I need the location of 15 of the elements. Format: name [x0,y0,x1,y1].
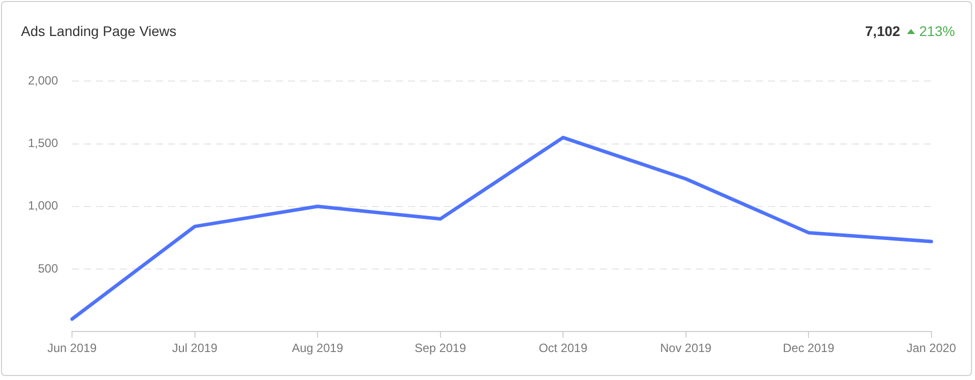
x-tick-label: Dec 2019 [782,341,835,356]
text: 213% [919,23,955,39]
y-tick-label: 1,000 [28,198,58,213]
x-tick-label: Jul 2019 [172,341,218,356]
y-tick-label: 1,500 [28,136,58,150]
y-tick-label: 500 [38,261,58,276]
x-tick-label: Oct 2019 [538,341,588,356]
x-tick-label: Nov 2019 [660,341,712,356]
text: 7,102 [865,23,900,39]
x-tick-label: Jan 2020 [906,341,956,356]
x-tick-label: Aug 2019 [292,341,344,356]
chart-title: Ads Landing Page Views [21,23,176,39]
x-tick-label: Sep 2019 [414,341,466,356]
y-tick-label: 2,000 [28,74,58,88]
x-tick-label: Jun 2019 [47,341,98,356]
